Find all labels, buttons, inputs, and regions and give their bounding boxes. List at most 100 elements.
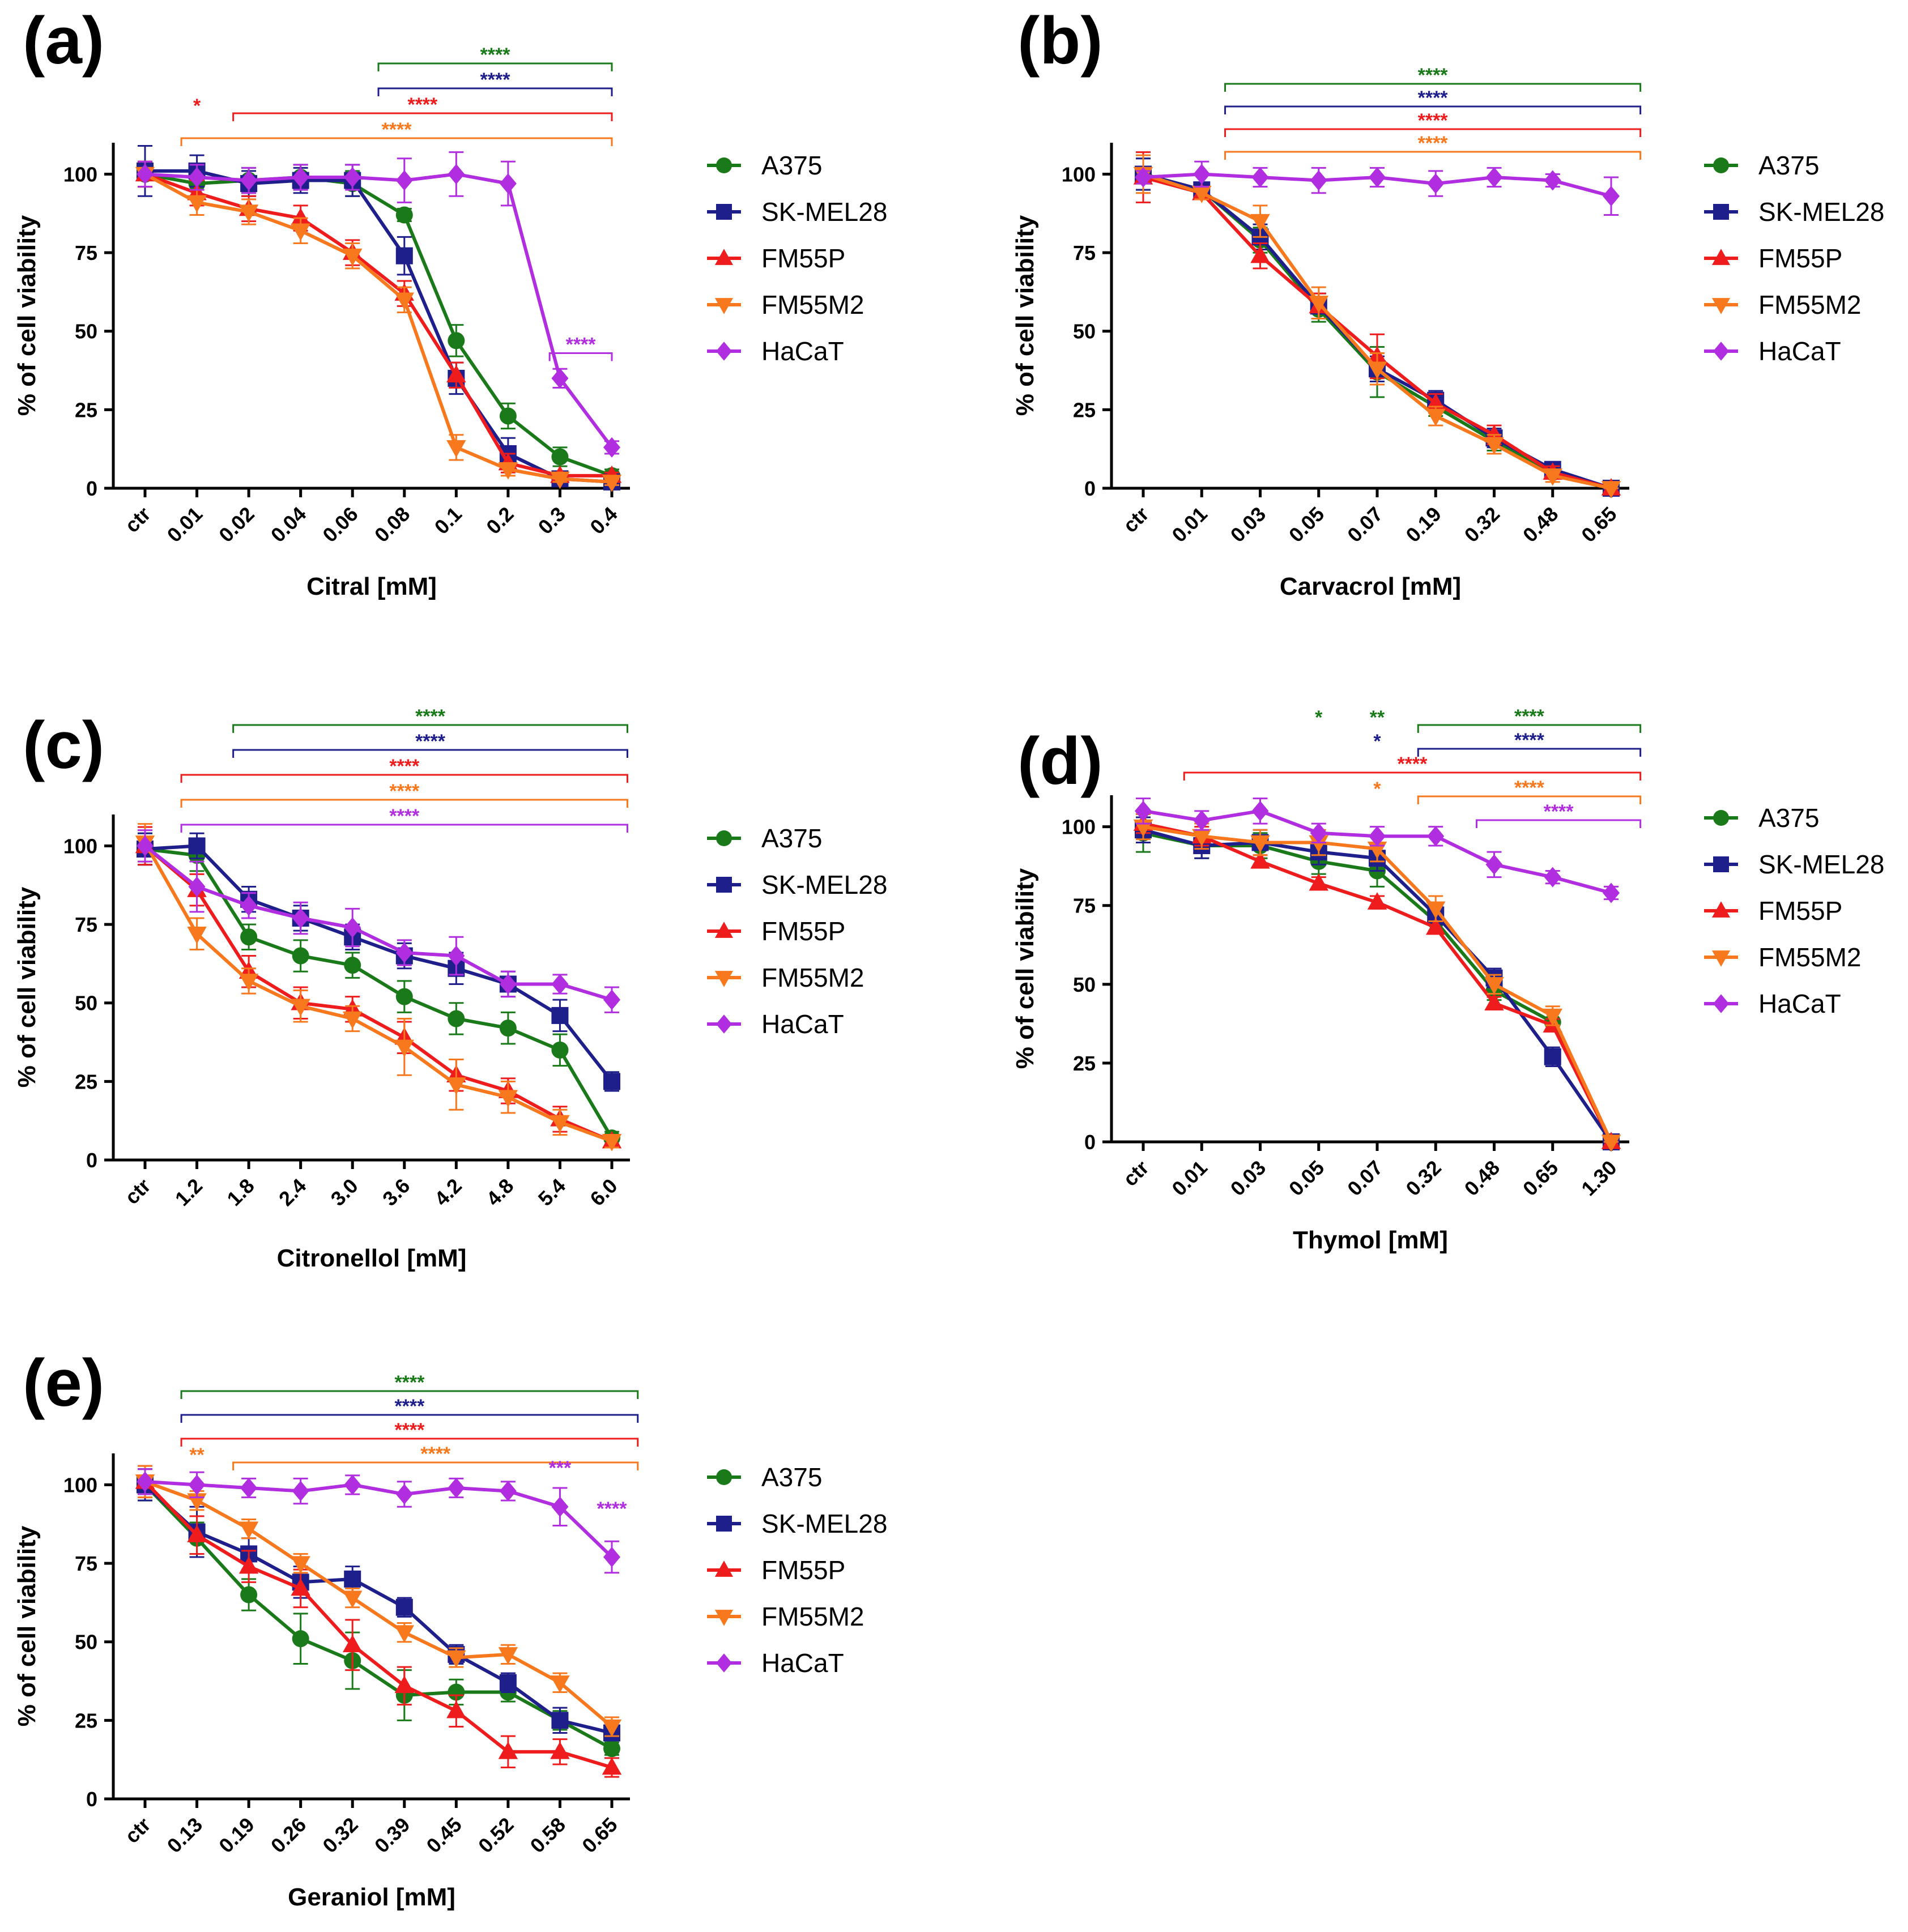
significance-label: **: [189, 1444, 205, 1466]
legend-label: FM55M2: [1758, 942, 1861, 972]
y-tick-label: 25: [75, 1070, 97, 1093]
y-tick-label: 100: [63, 834, 97, 858]
significance-label: ****: [389, 756, 420, 777]
legend-label: SK-MEL28: [761, 1509, 887, 1538]
panel-letter: (e): [23, 1346, 104, 1421]
data-point: [1250, 851, 1270, 869]
legend-marker: [716, 1014, 732, 1034]
data-point: [187, 1525, 207, 1542]
data-point: [499, 1020, 517, 1037]
legend-label: A375: [761, 151, 822, 180]
y-tick-label: 0: [1084, 1131, 1096, 1154]
data-point: [603, 1547, 620, 1567]
x-tick-label: 0.04: [266, 502, 311, 547]
x-tick-label: 0.4: [585, 502, 621, 539]
chart-panel-3: (c) 0 25 50 75 100 ctr 1.2 1.8 2.4 3.0 3.6 4.2 4.8 5.4…: [13, 706, 887, 1272]
significance-label: ****: [415, 731, 446, 752]
significance-label: ****: [597, 1498, 628, 1520]
significance-bracket: [1417, 724, 1642, 733]
legend-marker: [1713, 994, 1729, 1013]
data-point: [1426, 901, 1446, 919]
data-point: [1601, 1135, 1621, 1152]
series-sk-mel28: [1135, 157, 1620, 497]
significance-bracket: [232, 749, 628, 758]
x-tick-label: 0.65: [1518, 1156, 1563, 1201]
data-point: [1603, 186, 1620, 207]
significance-label: ***: [549, 1457, 572, 1479]
legend: A375 SK-MEL28 FM55P FM55M2 HaCaT: [707, 824, 887, 1039]
series-line: [1143, 172, 1612, 490]
x-tick-label: 0.05: [1284, 1156, 1329, 1201]
data-point: [603, 1073, 620, 1090]
significance-bracket: [232, 112, 613, 121]
data-point: [291, 208, 310, 225]
data-point: [498, 1090, 518, 1108]
data-point: [1427, 826, 1445, 847]
data-point: [395, 1598, 413, 1616]
data-point: [1369, 167, 1386, 187]
data-point: [1193, 164, 1211, 185]
x-tick-label: 0.01: [1167, 1156, 1212, 1201]
data-point: [292, 167, 309, 187]
data-point: [344, 167, 361, 187]
significance-label: ****: [1544, 801, 1574, 822]
x-axis-title: Thymol [mM]: [1293, 1226, 1448, 1254]
y-tick-label: 100: [63, 1473, 97, 1496]
x-tick-label: 0.03: [1226, 1156, 1271, 1201]
data-point: [1484, 437, 1504, 455]
chart-panel-5: (e) 0 25 50 75 100 ctr 0.13 0.19 0.26 0.32 0.39 0.45…: [13, 1346, 887, 1911]
x-tick-label: 1.2: [171, 1174, 207, 1210]
series-line: [143, 842, 613, 1143]
data-point: [551, 974, 569, 995]
data-point: [1192, 829, 1212, 847]
significance-bracket: [232, 724, 628, 733]
legend-label: SK-MEL28: [761, 197, 887, 227]
series-fm55m2: [135, 1465, 622, 1737]
legend: A375 SK-MEL28 FM55P FM55M2 HaCaT: [707, 151, 887, 366]
data-point: [238, 1521, 259, 1539]
legend-marker: [716, 1516, 732, 1532]
significance-bracket: [1183, 771, 1642, 781]
data-point: [137, 835, 154, 856]
x-tick-label: 0.65: [1577, 502, 1621, 547]
data-point: [292, 947, 309, 965]
x-tick-label: 0.48: [1518, 502, 1563, 547]
significance-bracket: [1417, 748, 1642, 757]
series-line: [143, 1483, 613, 1750]
data-point: [240, 1478, 258, 1498]
data-point: [448, 1683, 465, 1701]
legend-label: HaCaT: [1758, 336, 1841, 366]
data-point: [550, 1675, 570, 1693]
legend: A375 SK-MEL28 FM55P FM55M2 HaCaT: [1704, 803, 1884, 1018]
series-fm55p: [135, 1465, 622, 1778]
data-point: [1369, 826, 1386, 847]
significance-label: *: [193, 95, 201, 117]
data-point: [188, 837, 206, 855]
data-point: [187, 926, 207, 944]
series-hacat: [137, 151, 620, 458]
data-point: [394, 1625, 415, 1643]
y-tick-label: 25: [1073, 398, 1096, 421]
significance-bracket: [180, 799, 628, 808]
significance-label: ****: [566, 334, 597, 356]
x-tick-label: ctr: [120, 1813, 155, 1848]
series-fm55m2: [135, 823, 622, 1151]
data-point: [499, 407, 517, 425]
x-tick-label: 0.48: [1460, 1156, 1505, 1201]
y-tick-label: 0: [86, 1788, 97, 1811]
x-tick-label: 0.19: [1401, 502, 1446, 547]
data-point: [551, 448, 569, 466]
y-axis-title: % of cell viability: [13, 886, 41, 1087]
data-point: [342, 1011, 363, 1029]
x-tick-label: 0.45: [421, 1813, 466, 1858]
data-point: [1484, 977, 1504, 995]
data-point: [448, 332, 465, 349]
series-fm55p: [135, 160, 622, 483]
data-point: [603, 990, 620, 1010]
x-tick-label: 4.2: [430, 1174, 466, 1210]
legend-marker: [714, 249, 734, 265]
data-point: [1367, 361, 1387, 379]
y-tick-label: 50: [1073, 320, 1096, 343]
legend-marker: [1711, 950, 1731, 967]
significance-label: ****: [1418, 87, 1449, 109]
